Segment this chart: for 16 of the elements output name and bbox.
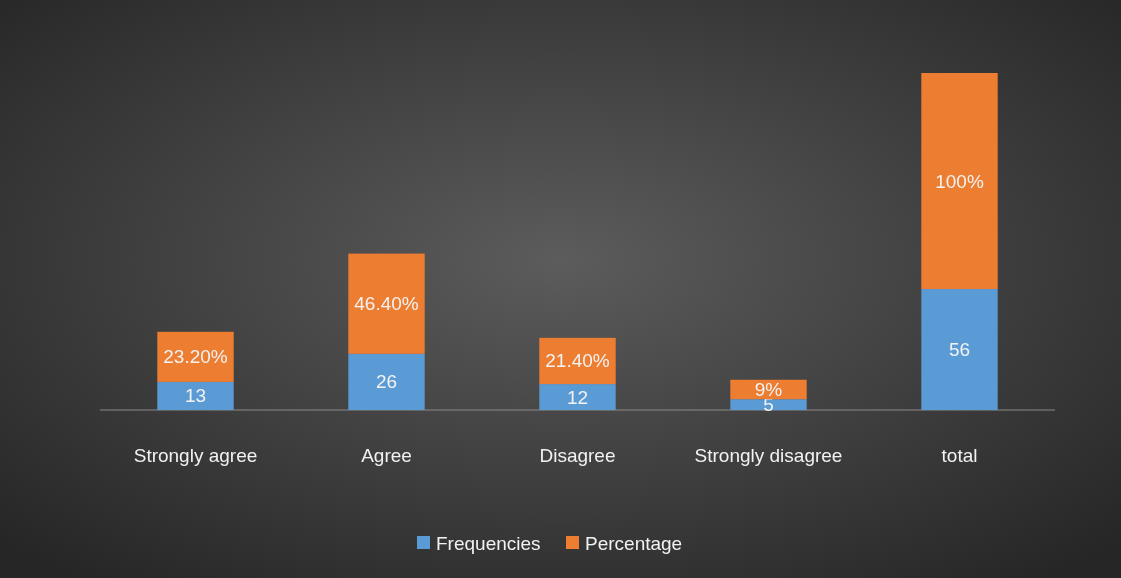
x-tick-label: Disagree: [539, 445, 616, 466]
data-label: 26: [375, 371, 398, 393]
data-label: 100%: [935, 170, 984, 192]
x-tick-label: Strongly agree: [133, 445, 258, 466]
x-tick-label: total: [941, 445, 978, 466]
data-label: 12: [566, 386, 589, 408]
data-label: 13: [184, 385, 207, 407]
legend-label: Percentage: [585, 532, 683, 554]
x-tick-label: Agree: [361, 445, 412, 466]
legend-label: Frequencies: [436, 532, 541, 554]
x-tick-label: Strongly disagree: [694, 445, 843, 466]
data-label: 23.20%: [163, 346, 228, 368]
data-label: 21.40%: [545, 350, 610, 372]
data-label: 46.40%: [354, 293, 419, 315]
data-label: 56: [948, 339, 971, 361]
data-label: 9%: [754, 378, 783, 400]
